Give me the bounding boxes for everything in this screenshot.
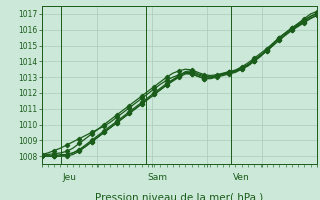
Text: Jeu: Jeu <box>62 173 76 182</box>
Text: Ven: Ven <box>233 173 250 182</box>
Text: Pression niveau de la mer( hPa ): Pression niveau de la mer( hPa ) <box>95 192 263 200</box>
Text: Sam: Sam <box>148 173 168 182</box>
